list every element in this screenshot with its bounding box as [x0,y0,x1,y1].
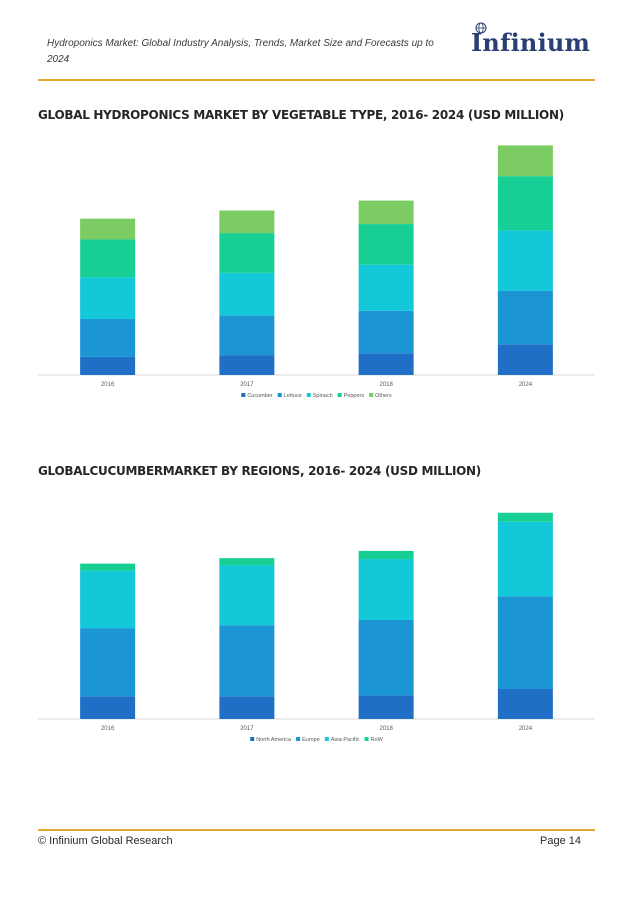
x-tick-label: 2024 [519,726,533,732]
bar-cucumber-2017 [219,355,275,375]
bar-asia-pacific-2017 [219,565,275,626]
header-rule [38,79,595,81]
legend-label: Cucumber [247,393,273,399]
x-tick-label: 2016 [101,382,115,388]
bar-north-america-2017 [219,696,275,719]
bar-lettuce-2024 [497,290,553,345]
footer-rule [38,829,595,831]
legend-label: Peppers [344,393,365,399]
bar-peppers-2018 [358,224,414,265]
bar-spinach-2016 [80,277,136,319]
bar-europe-2024 [497,596,553,690]
bar-north-america-2018 [358,695,414,719]
vegetable-type-chart: 2016 2017 2018 2024 Cucumber Lettuce Spinach Pe… [38,145,595,399]
bar-spinach-2017 [219,272,275,316]
logo-text: Infinium [471,28,591,57]
bar-europe-2017 [219,625,275,697]
bar-others-2017 [219,210,275,234]
bar-peppers-2017 [219,233,275,273]
chart2-title: GLOBALCUCUMBERMARKET BY REGIONS, 2016- 2… [38,464,481,478]
legend: North America Europe Asia-Pacific RoW [250,737,384,743]
bar-cucumber-2024 [497,344,553,375]
header-title: Hydroponics Market: Global Industry Anal… [47,38,434,65]
footer-page-number: Page 14 [540,835,581,847]
chart1-title: GLOBAL HYDROPONICS MARKET BY VEGETABLE T… [38,108,564,122]
bar-others-2018 [358,200,414,225]
bar-asia-pacific-2016 [80,570,136,629]
legend-swatch [296,737,301,741]
bar-cucumber-2016 [80,356,136,375]
bar-row-2017 [219,558,275,566]
bar-north-america-2016 [80,696,136,719]
bar-others-2024 [497,145,553,177]
bar-spinach-2018 [358,264,414,311]
legend-label: Europe [302,737,320,743]
bar-asia-pacific-2018 [358,559,414,620]
bar-asia-pacific-2024 [497,521,553,597]
bar-peppers-2016 [80,239,136,278]
legend-swatch [369,393,374,397]
legend: Cucumber Lettuce Spinach Peppers Others [241,393,392,399]
legend-swatch [250,737,255,741]
footer-copyright: © Infinium Global Research [38,835,173,847]
bar-peppers-2024 [497,176,553,231]
bar-lettuce-2017 [219,315,275,356]
legend-label: Lettuce [284,393,302,399]
bar-cucumber-2018 [358,353,414,375]
cucumber-regions-chart: 2016 2017 2018 2024 North America Europe Asia-… [38,512,595,743]
legend-label: Asia-Pacific [331,737,360,743]
bar-lettuce-2016 [80,318,136,357]
legend-label: North America [256,737,292,743]
legend-label: Others [375,393,392,399]
bar-others-2016 [80,218,136,240]
bar-row-2018 [358,550,414,560]
legend-swatch [306,393,311,397]
bar-europe-2018 [358,619,414,696]
bar-row-2016 [80,563,136,571]
bar-row-2024 [497,512,553,522]
x-tick-label: 2024 [519,382,533,388]
bar-spinach-2024 [497,230,553,291]
x-tick-label: 2018 [379,726,393,732]
bar-north-america-2024 [497,689,553,719]
legend-swatch [364,737,369,741]
legend-swatch [324,737,329,741]
globe-icon [475,22,487,34]
bar-lettuce-2018 [358,310,414,354]
x-tick-label: 2017 [240,382,254,388]
bar-europe-2016 [80,628,136,697]
legend-label: RoW [371,737,384,743]
legend-swatch [277,393,282,397]
x-tick-label: 2016 [101,726,115,732]
legend-label: Spinach [313,393,333,399]
infinium-logo: Infinium [463,20,593,60]
legend-swatch [241,393,246,397]
legend-swatch [337,393,342,397]
x-tick-label: 2017 [240,726,254,732]
x-tick-label: 2018 [379,382,393,388]
